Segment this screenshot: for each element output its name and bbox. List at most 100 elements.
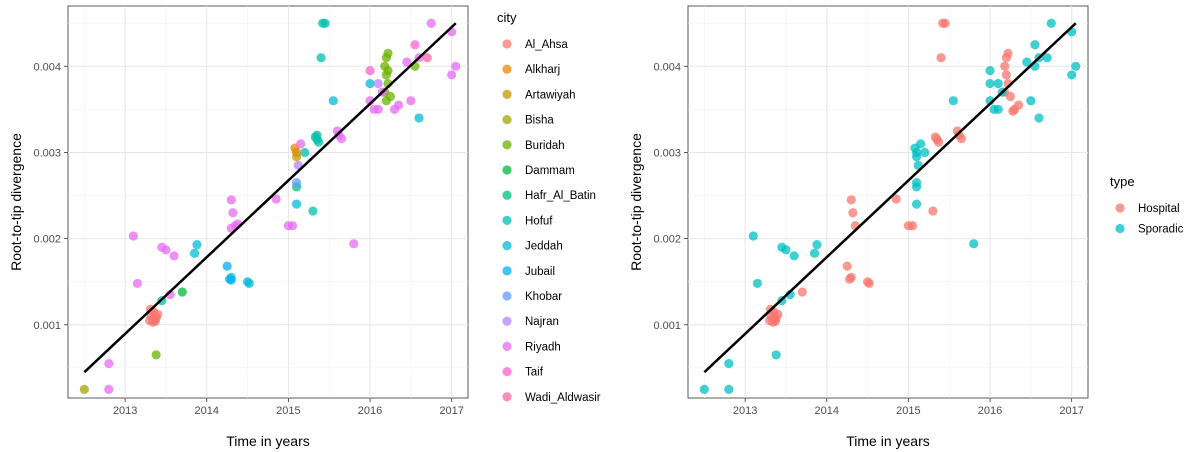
data-point [244,278,254,289]
x-tick-label: 2013 [113,405,137,417]
legend-label: Wadi_Aldwasir [525,392,601,404]
data-point [161,245,171,255]
data-point [296,139,306,149]
left-x-ticks: 2013 2014 2015 2016 2017 [113,398,464,417]
data-point [300,147,310,158]
x-tick-label: 2017 [439,405,463,417]
y-tick-label: 0.004 [653,61,681,73]
data-point [150,316,160,326]
data-point [920,147,930,158]
data-point [406,96,416,106]
data-point [192,240,202,250]
data-point [1001,70,1011,80]
data-point [930,132,940,142]
data-point [1067,70,1077,80]
legend-swatch [502,115,512,125]
y-tick-label: 0.002 [653,234,681,246]
data-point [291,152,302,162]
data-point [748,231,758,241]
data-point [426,18,436,28]
data-point [226,275,236,285]
data-point [226,195,236,205]
data-point [451,61,461,71]
legend-label: Sporadic [1138,224,1184,236]
data-point [789,251,799,261]
x-tick-label: 2015 [896,405,920,417]
legend-label: Jeddah [525,241,563,253]
data-point [271,194,281,204]
data-point [228,208,238,218]
x-tick-label: 2016 [978,405,1002,417]
x-tick-label: 2015 [276,405,300,417]
data-point [365,78,375,89]
data-point [1008,106,1018,116]
left-y-ticks: 0.001 0.002 0.003 0.004 [33,61,68,332]
x-tick-label: 2014 [195,405,219,417]
data-point [291,178,302,188]
data-point [365,66,375,76]
data-point [1046,18,1056,28]
data-point [308,206,318,216]
data-point [699,384,709,394]
data-point [381,96,391,106]
data-point [771,350,781,360]
right-y-axis-title: Root-to-tip divergence [628,133,644,271]
legend-label: Buridah [525,140,565,152]
left-plot-background [67,5,469,399]
data-point [752,278,762,289]
data-point [948,96,958,106]
data-point [928,206,938,216]
right-x-ticks: 2013 2014 2015 2016 2017 [733,398,1084,417]
legend-label: Hofuf [525,215,553,227]
legend-swatch [502,215,512,225]
legend-swatch [502,140,512,150]
legend-label: Artawiyah [525,89,576,101]
x-tick-label: 2013 [733,405,757,417]
right-legend: Hospital Sporadic [1115,203,1184,236]
data-point [394,100,404,110]
y-tick-label: 0.001 [653,320,681,332]
data-point [336,134,347,144]
legend-label: Alkharj [525,64,560,76]
data-point [1071,61,1081,71]
right-panel: 2013 2014 2015 2016 2017 0.0010.0020.0030.00… [628,5,1184,449]
data-point [940,18,950,28]
data-point [993,104,1003,114]
data-point [104,358,114,369]
data-point [1022,57,1032,67]
left-panel: 2013 2014 2015 2016 2017 0.0010.0020.0030.00… [8,5,601,449]
data-point [320,18,330,28]
legend-swatch [502,165,512,175]
left-y-axis-title: Root-to-tip divergence [8,133,24,271]
y-tick-label: 0.003 [653,147,681,159]
data-point [1005,91,1016,102]
legend-swatch [502,392,512,402]
data-point [842,261,852,271]
data-point [985,66,995,76]
data-point [848,208,858,218]
data-point [349,239,359,249]
legend-swatch [502,190,512,200]
legend-label: Jubail [525,266,555,278]
data-point [781,245,791,255]
legend-label: Riyadh [525,341,561,353]
left-legend: Al_Ahsa Alkharj Artawiyah Bisha Buridah Damma… [502,39,601,404]
data-point [936,53,946,63]
data-point [177,287,187,297]
right-legend-title: type [1110,174,1135,189]
right-points [699,18,1081,394]
right-x-axis-title: Time in years [846,433,930,449]
legend-label: Al_Ahsa [525,39,568,51]
left-trend-line [83,22,457,374]
legend-swatch [502,241,512,251]
data-point [410,40,420,50]
data-point [1026,96,1036,106]
data-point [797,287,807,297]
data-point [993,78,1003,89]
data-point [724,384,734,394]
right-y-ticks: 0.001 0.002 0.003 0.004 [653,61,688,332]
data-point [846,195,856,205]
data-point [291,199,302,209]
data-point [911,199,922,209]
legend-swatch [502,266,512,276]
